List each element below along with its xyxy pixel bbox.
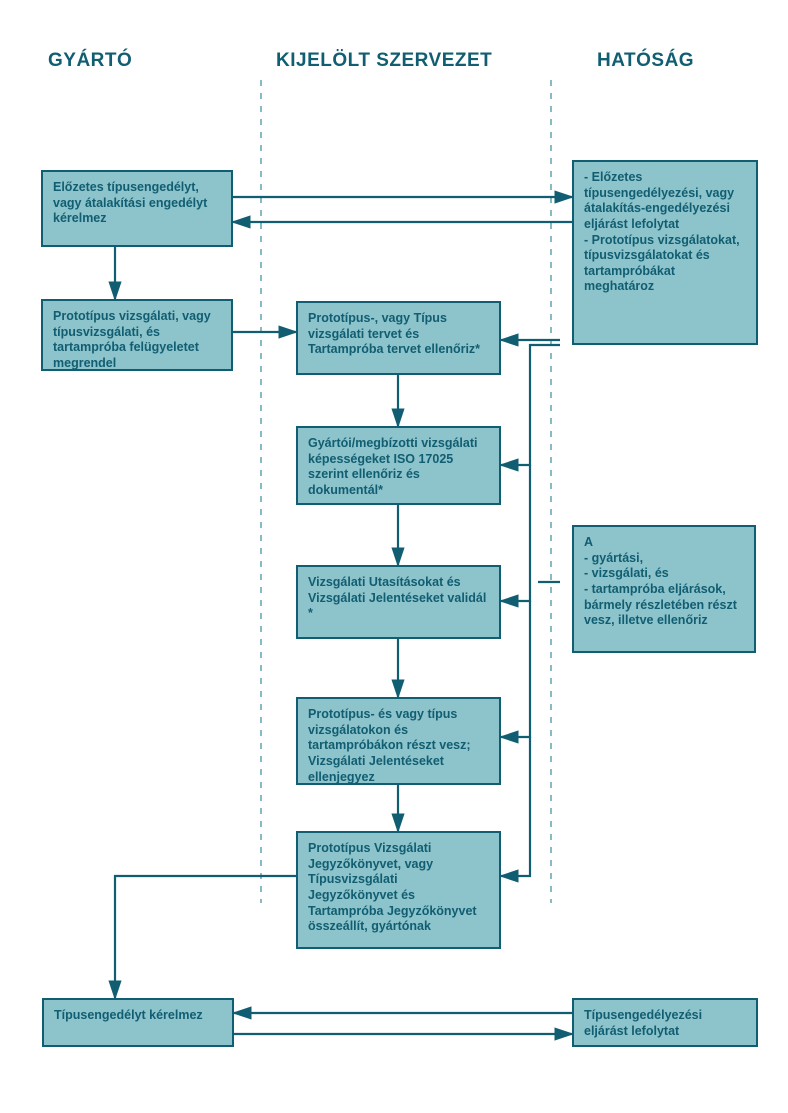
flow-box-b1: Prototípus-, vagy Típus vizsgálati terve… <box>296 301 501 375</box>
flow-box-b3: Vizsgálati Utasításokat és Vizsgálati Je… <box>296 565 501 639</box>
flow-box-b2: Gyártói/megbízotti vizsgálati képességek… <box>296 426 501 505</box>
flow-box-a2: Prototípus vizsgálati, vagy típusvizsgál… <box>41 299 233 371</box>
flowchart-stage: GYÁRTÓ KIJELÖLT SZERVEZET HATÓSÁG Előzet… <box>0 0 788 1113</box>
flow-box-d2: Típusengedélyezési eljárást lefolytat <box>572 998 758 1047</box>
flow-box-c2: A- gyártási,- vizsgálati, és- tartamprób… <box>572 525 756 653</box>
flow-box-c1: - Előzetes típusengedélyezési, vagy átal… <box>572 160 758 345</box>
flow-box-d1: Típusengedélyt kérelmez <box>42 998 234 1047</box>
flow-box-b5: Prototípus Vizsgálati Jegyzőkönyvet, vag… <box>296 831 501 949</box>
flow-box-a1: Előzetes típusengedélyt, vagy átalakítás… <box>41 170 233 247</box>
flow-box-b4: Prototípus- és vagy típus vizsgálatokon … <box>296 697 501 785</box>
